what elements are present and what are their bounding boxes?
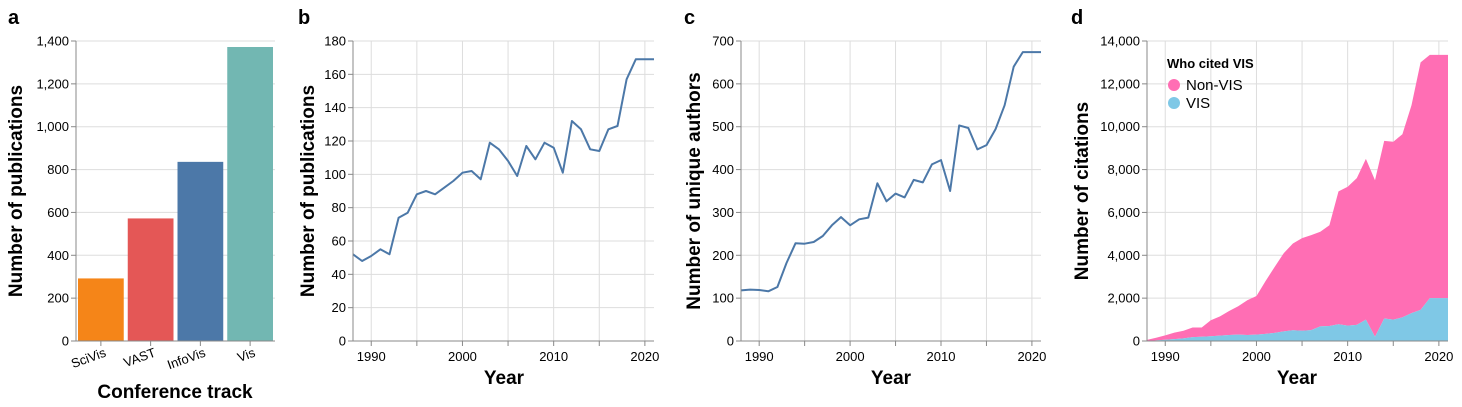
x-tick-label: 2010	[539, 349, 568, 364]
y-tick-label: 200	[712, 248, 734, 263]
y-tick-label: 700	[712, 34, 734, 49]
x-tick-label-vis: Vis	[235, 345, 257, 365]
series-line	[740, 51, 1041, 293]
y-tick-label: 600	[47, 205, 69, 220]
area-non-vis	[1147, 54, 1448, 342]
y-tick-label: 500	[712, 119, 734, 134]
panel-c-y-axis-title: Number of unique authors	[684, 72, 705, 310]
y-tick-label: 160	[324, 67, 346, 82]
y-tick-label: 0	[62, 334, 69, 349]
y-tick-label: 0	[339, 334, 346, 349]
x-tick-label: 2000	[836, 349, 865, 364]
y-tick-label: 200	[47, 291, 69, 306]
x-tick-label: 2010	[1333, 349, 1362, 364]
panel-d-tag: d	[1071, 7, 1083, 29]
y-tick-label: 1,000	[36, 119, 69, 134]
panel-c-tag: c	[684, 7, 695, 29]
y-tick-label: 300	[712, 205, 734, 220]
legend-title: Who cited VIS	[1167, 56, 1254, 71]
panel-c-x-axis-title: Year	[871, 368, 912, 389]
x-tick-label: 2000	[448, 349, 477, 364]
y-tick-label: 1,200	[36, 76, 69, 91]
y-tick-label: 1,400	[36, 34, 69, 49]
y-tick-label: 8,000	[1107, 162, 1140, 177]
y-tick-label: 800	[47, 162, 69, 177]
x-tick-label: 2020	[630, 349, 659, 364]
panel-b-y-axis-title: Number of publications	[298, 85, 319, 297]
y-tick-label: 4,000	[1107, 248, 1140, 263]
y-tick-label: 2,000	[1107, 291, 1140, 306]
panel-b-line-chart: b 0 20 40 60 80 100 120 140 160 180 1990 2000 2010 20…	[298, 7, 659, 389]
legend-label-vis: VIS	[1186, 95, 1210, 112]
x-tick-label: 2020	[1424, 349, 1453, 364]
y-tick-label: 100	[712, 291, 734, 306]
area-vis	[1147, 298, 1448, 341]
y-tick-label: 400	[47, 248, 69, 263]
y-tick-label: 40	[332, 267, 346, 282]
x-tick-label-vast: VAST	[122, 345, 158, 370]
y-tick-label: 60	[332, 234, 346, 249]
panel-b-tag: b	[298, 7, 310, 29]
bar-vast	[127, 218, 174, 341]
x-tick-label: 2010	[927, 349, 956, 364]
legend-swatch-vis	[1168, 97, 1180, 109]
series-line	[352, 58, 654, 262]
y-tick-label: 0	[1133, 334, 1140, 349]
y-tick-label: 80	[332, 200, 346, 215]
y-tick-label: 180	[324, 34, 346, 49]
x-tick-label: 2020	[1017, 349, 1046, 364]
panel-a-tag: a	[8, 7, 20, 29]
x-tick-label: 1990	[745, 349, 774, 364]
y-tick-label: 100	[324, 167, 346, 182]
y-tick-label: 0	[727, 334, 734, 349]
y-tick-label: 400	[712, 162, 734, 177]
y-tick-label: 600	[712, 76, 734, 91]
panel-d-area-chart: d 0 2,000 4,000 6,000 8,000 10,000 12,000 14,00…	[1071, 7, 1453, 389]
panel-d-legend: Who cited VIS Non-VIS VIS	[1167, 56, 1254, 112]
panel-c-line-chart: c 0 100 200 300 400 500 600 700 1990 2000 2010 2020…	[684, 7, 1046, 389]
x-tick-label: 2000	[1242, 349, 1271, 364]
y-tick-label: 120	[324, 134, 346, 149]
bar-infovis	[177, 161, 224, 341]
panel-a-bar-chart: a 0 200 400 600 800 1,000 1,200 1,400 SciVis VAST…	[6, 7, 275, 403]
y-tick-label: 20	[332, 300, 346, 315]
bar-scivis	[78, 278, 124, 341]
y-tick-label: 14,000	[1100, 34, 1140, 49]
panel-d-y-axis-title: Number of citations	[1072, 102, 1093, 280]
panel-d-x-axis-title: Year	[1277, 368, 1318, 389]
x-tick-label-scivis: SciVis	[69, 345, 108, 372]
y-tick-label: 12,000	[1100, 76, 1140, 91]
panel-b-x-axis-title: Year	[484, 368, 525, 389]
x-tick-label: 1990	[357, 349, 386, 364]
x-tick-label: 1990	[1151, 349, 1180, 364]
y-tick-label: 140	[324, 100, 346, 115]
panel-a-x-axis-title: Conference track	[97, 382, 253, 403]
legend-label-non-vis: Non-VIS	[1186, 77, 1243, 94]
bar-vis	[227, 47, 273, 341]
panel-a-y-axis-title: Number of publications	[6, 85, 27, 297]
y-tick-label: 6,000	[1107, 205, 1140, 220]
legend-swatch-non-vis	[1168, 79, 1180, 91]
y-tick-label: 10,000	[1100, 119, 1140, 134]
x-tick-label-infovis: InfoVis	[165, 345, 208, 373]
